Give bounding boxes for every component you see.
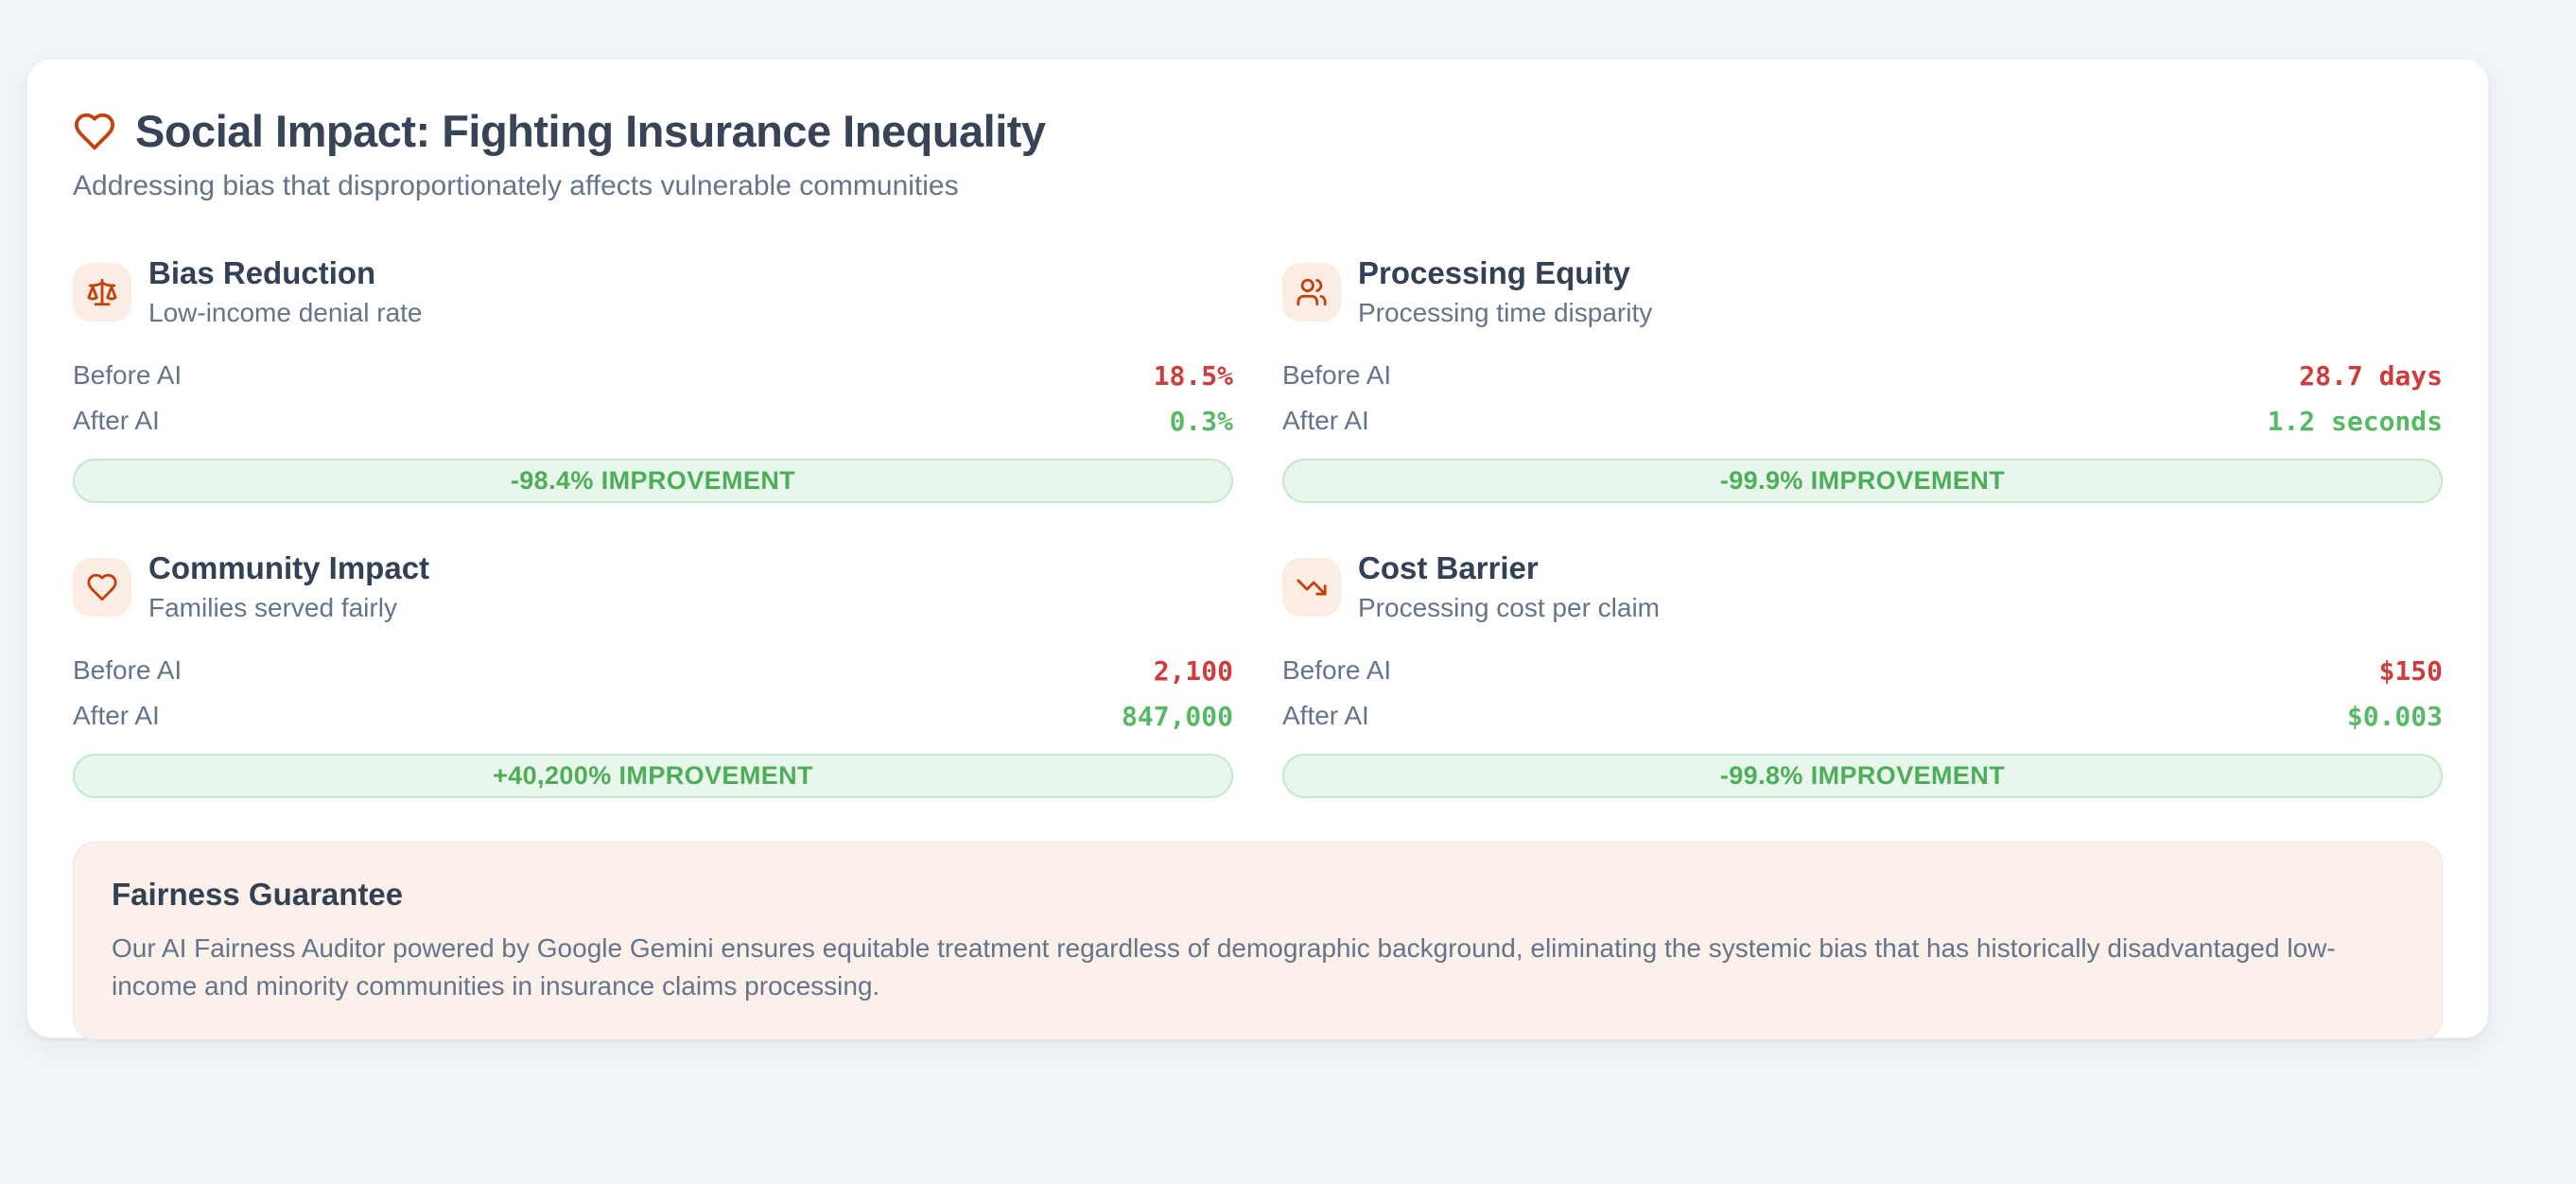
fairness-body: Our AI Fairness Auditor powered by Googl… xyxy=(112,933,2336,1001)
metric-header: Processing Equity Processing time dispar… xyxy=(1282,255,2443,328)
users-icon xyxy=(1282,262,1341,322)
heart-icon xyxy=(73,110,116,153)
after-ai-row: After AI 1.2 seconds xyxy=(1282,398,2443,444)
page-subtitle: Addressing bias that disproportionately … xyxy=(73,170,959,201)
metric-titles: Community Impact Families served fairly xyxy=(148,550,429,623)
metric-subtitle: Processing time disparity xyxy=(1358,298,1653,327)
social-impact-card: Social Impact: Fighting Insurance Inequa… xyxy=(26,59,2489,1040)
before-ai-label: Before AI xyxy=(1282,360,1392,390)
improvement-badge: -99.8% IMPROVEMENT xyxy=(1282,754,2443,798)
after-ai-value: 1.2 seconds xyxy=(2267,405,2443,437)
before-ai-row: Before AI 28.7 days xyxy=(1282,353,2443,398)
metric-title: Community Impact xyxy=(148,550,430,585)
improvement-badge: +40,200% IMPROVEMENT xyxy=(73,754,1233,798)
metric-title: Bias Reduction xyxy=(148,255,376,290)
before-ai-value: 2,100 xyxy=(1153,654,1233,687)
after-ai-label: After AI xyxy=(73,406,160,435)
metric-titles: Cost Barrier Processing cost per claim xyxy=(1358,550,1660,623)
metric-title: Cost Barrier xyxy=(1358,550,1539,585)
before-ai-label: Before AI xyxy=(73,360,183,390)
after-ai-label: After AI xyxy=(1282,406,1369,435)
before-ai-value: $150 xyxy=(2378,654,2443,687)
metric-subtitle: Families served fairly xyxy=(148,593,397,622)
metric-subtitle: Low-income denial rate xyxy=(148,298,423,327)
improvement-badge: -99.9% IMPROVEMENT xyxy=(1282,459,2443,503)
after-ai-row: After AI 0.3% xyxy=(73,398,1233,444)
metric-bias-reduction: Bias Reduction Low-income denial rate Be… xyxy=(73,255,1233,503)
metric-title: Processing Equity xyxy=(1358,255,1630,290)
before-ai-value: 28.7 days xyxy=(2299,359,2443,392)
before-ai-label: Before AI xyxy=(73,655,183,685)
before-ai-row: Before AI 18.5% xyxy=(73,353,1233,398)
after-ai-label: After AI xyxy=(1282,701,1369,730)
page-title: Social Impact: Fighting Insurance Inequa… xyxy=(135,106,1046,156)
metric-cost-barrier: Cost Barrier Processing cost per claim B… xyxy=(1282,550,2443,798)
after-ai-value: $0.003 xyxy=(2346,700,2443,732)
fairness-title: Fairness Guarantee xyxy=(112,877,404,912)
metric-titles: Processing Equity Processing time dispar… xyxy=(1358,255,1652,328)
metric-processing-equity: Processing Equity Processing time dispar… xyxy=(1282,255,2443,503)
before-ai-row: Before AI 2,100 xyxy=(73,648,1233,693)
before-ai-row: Before AI $150 xyxy=(1282,648,2443,693)
metric-titles: Bias Reduction Low-income denial rate xyxy=(148,255,423,328)
after-ai-value: 0.3% xyxy=(1169,405,1233,437)
metrics-grid: Bias Reduction Low-income denial rate Be… xyxy=(73,255,2443,798)
before-ai-value: 18.5% xyxy=(1153,359,1233,392)
metric-community-impact: Community Impact Families served fairly … xyxy=(73,550,1233,798)
heart-icon xyxy=(73,557,131,617)
after-ai-value: 847,000 xyxy=(1121,700,1233,732)
metric-header: Bias Reduction Low-income denial rate xyxy=(73,255,1233,328)
trending-down-icon xyxy=(1282,557,1341,617)
scales-icon xyxy=(73,262,131,322)
card-header: Social Impact: Fighting Insurance Inequa… xyxy=(73,105,2443,157)
improvement-badge: -98.4% IMPROVEMENT xyxy=(73,459,1233,503)
metric-subtitle: Processing cost per claim xyxy=(1358,593,1661,622)
metric-header: Community Impact Families served fairly xyxy=(73,550,1233,623)
after-ai-row: After AI $0.003 xyxy=(1282,693,2443,739)
before-ai-label: Before AI xyxy=(1282,655,1392,685)
fairness-guarantee-box: Fairness Guarantee Our AI Fairness Audit… xyxy=(73,842,2443,1040)
metric-header: Cost Barrier Processing cost per claim xyxy=(1282,550,2443,623)
after-ai-row: After AI 847,000 xyxy=(73,693,1233,739)
after-ai-label: After AI xyxy=(73,701,160,730)
